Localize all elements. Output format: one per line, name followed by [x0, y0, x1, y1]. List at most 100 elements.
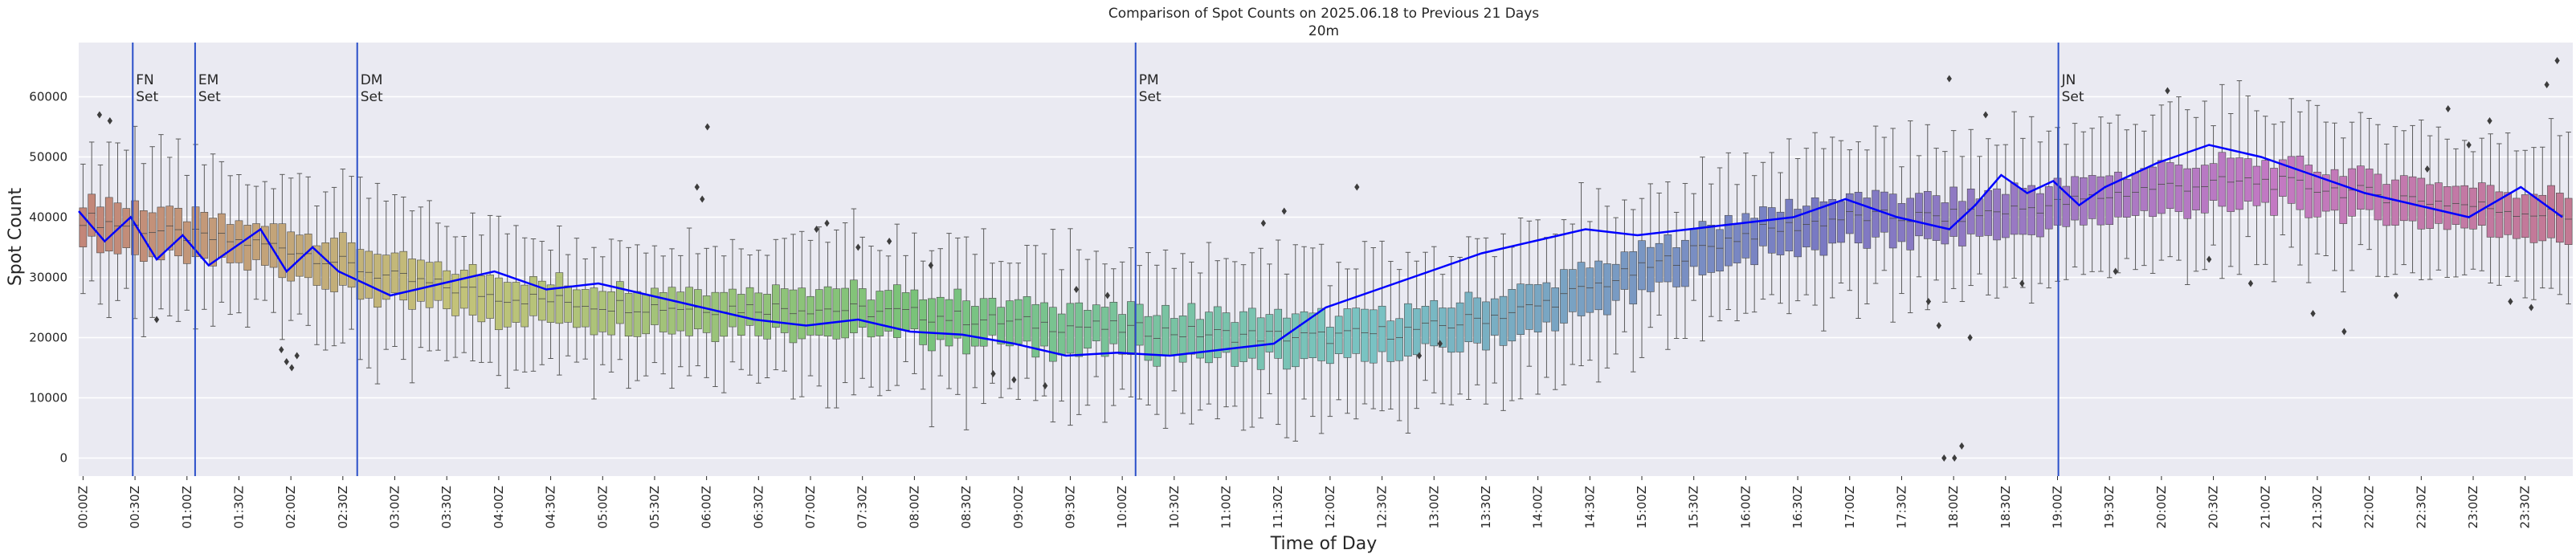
box-body: [2296, 155, 2305, 210]
y-axis-ticks: 0 10000 20000 30000 40000 50000 60000: [29, 90, 67, 466]
box-body: [2131, 173, 2140, 216]
box-body: [122, 208, 131, 248]
x-tick-label: 21:00Z: [2258, 486, 2272, 529]
box-body: [96, 206, 104, 254]
box-body: [2460, 185, 2469, 229]
box-body: [1638, 240, 1646, 291]
box-body: [2339, 176, 2348, 224]
box: [1049, 229, 1057, 423]
box-body: [1430, 299, 1439, 347]
box-body: [1066, 303, 1075, 354]
box: [1776, 172, 1785, 304]
box-body: [1845, 193, 1854, 234]
box: [1291, 244, 1300, 442]
box: [2036, 141, 2044, 284]
box: [2114, 114, 2122, 274]
outlier-point: [2207, 255, 2212, 263]
box-body: [1334, 316, 1343, 354]
box-body: [2252, 165, 2261, 206]
box-body: [745, 287, 754, 326]
box: [814, 226, 823, 387]
box: [1178, 253, 1187, 414]
box-body: [209, 218, 217, 267]
box: [399, 196, 408, 360]
box: [347, 176, 356, 330]
box-body: [1854, 192, 1863, 244]
box: [651, 245, 659, 364]
box-body: [2044, 186, 2053, 230]
x-tick-label: 08:00Z: [907, 486, 921, 529]
box: [1594, 188, 1602, 383]
box: [780, 238, 789, 372]
box-body: [841, 287, 849, 339]
box-body: [260, 226, 269, 266]
box-body: [1213, 306, 1222, 358]
box-body: [2513, 198, 2521, 239]
box: [2305, 100, 2313, 283]
outlier-point: [107, 117, 112, 124]
box-body: [79, 207, 88, 247]
outlier-point: [279, 346, 284, 353]
box: [1620, 199, 1629, 332]
box: [1915, 155, 1923, 278]
box-body: [2122, 178, 2131, 218]
outlier-point: [2529, 303, 2534, 312]
box-body: [2538, 194, 2547, 242]
box-body: [754, 292, 763, 336]
box: [1040, 253, 1048, 397]
box: [2166, 101, 2174, 258]
x-tick-label: 14:00Z: [1531, 486, 1545, 529]
box: [495, 215, 503, 377]
box: [1854, 141, 1863, 320]
box: [477, 234, 486, 363]
box-body: [408, 259, 416, 310]
box-body: [1412, 308, 1421, 356]
box-body: [642, 294, 650, 335]
box: [979, 228, 988, 405]
marker-label: JN: [2061, 72, 2076, 88]
box-body: [1906, 198, 1915, 250]
box-body: [928, 298, 936, 352]
x-axis-ticks: 00:00Z 00:30Z 01:00Z 01:30Z 02:00Z 02:30Z 03:0…: [76, 476, 2533, 529]
box: [2192, 116, 2200, 272]
x-tick-label: 18:00Z: [1946, 486, 1961, 529]
box-body: [858, 288, 867, 328]
box: [1317, 243, 1325, 434]
box-body: [1404, 303, 1412, 356]
box-body: [2158, 160, 2166, 214]
box-body: [2305, 165, 2313, 218]
box-body: [104, 197, 113, 252]
outlier-point: [1043, 382, 1048, 389]
box-body: [1655, 242, 1664, 283]
box: [1638, 198, 1646, 358]
box: [529, 238, 537, 372]
y-tick-label: 0: [59, 451, 67, 466]
x-tick-label: 04:30Z: [544, 486, 558, 529]
box: [1231, 261, 1239, 407]
outlier-point: [1936, 322, 1941, 329]
box-body: [1170, 318, 1178, 356]
box-body: [1222, 312, 1231, 353]
box: [459, 235, 468, 353]
marker-label: PM: [1139, 72, 1159, 88]
box-body: [1473, 297, 1482, 344]
x-tick-label: 05:30Z: [647, 486, 662, 529]
box-body: [2408, 176, 2417, 222]
box-body: [884, 290, 892, 332]
box-body: [1127, 301, 1135, 355]
x-tick-label: 00:30Z: [128, 486, 142, 529]
box-body: [1620, 251, 1629, 290]
box: [667, 248, 676, 389]
box: [1966, 128, 1975, 287]
outlier-point: [2247, 279, 2254, 287]
y-tick-label: 60000: [29, 90, 67, 104]
box: [1014, 263, 1023, 400]
box: [598, 256, 607, 365]
box: [1248, 252, 1256, 428]
box-body: [1811, 197, 1819, 250]
box-body: [1508, 289, 1517, 342]
box: [374, 182, 382, 385]
box-body: [564, 285, 572, 323]
box-body: [1525, 283, 1533, 330]
box-body: [2382, 184, 2391, 226]
